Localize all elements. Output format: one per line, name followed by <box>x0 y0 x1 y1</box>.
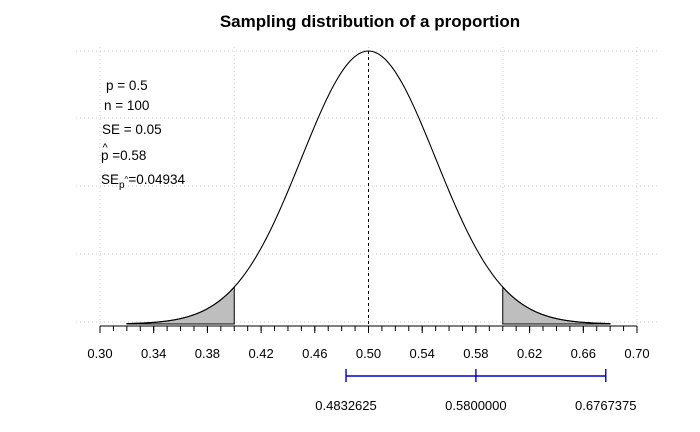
se-phat-subscript: p <box>119 180 125 191</box>
stat-se-phat: SEp =0.04934 <box>101 172 186 191</box>
confidence-interval: 0.4832625 0.5800000 0.6767375 <box>315 369 636 413</box>
ci-estimate-label: 0.5800000 <box>445 398 506 413</box>
stat-p: p = 0.5 <box>106 78 148 93</box>
se-phat-value: =0.04934 <box>125 172 186 187</box>
x-tick-label-2: 0.38 <box>195 346 220 361</box>
x-tick-label-0: 0.30 <box>87 346 112 361</box>
density-curve-layer <box>126 50 611 325</box>
x-tick-label-7: 0.58 <box>463 346 488 361</box>
x-tick-label-3: 0.42 <box>248 346 273 361</box>
x-tick-label-10: 0.70 <box>624 346 649 361</box>
x-axis: 0.30 0.34 0.38 0.42 0.46 0.50 0.54 0.58 0.62 0.66… <box>87 325 650 361</box>
stat-se: SE = 0.05 <box>102 122 162 137</box>
stats-block: p = 0.5 n = 100 SE = 0.05 p =0.58 ^ SEp … <box>101 78 186 191</box>
x-tick-label-5: 0.50 <box>356 346 381 361</box>
x-tick-label-8: 0.62 <box>517 346 542 361</box>
phat-value: =0.58 <box>109 148 147 163</box>
phat-hat-mark: ^ <box>103 142 109 154</box>
ci-upper-label: 0.6767375 <box>575 398 636 413</box>
x-tick-label-1: 0.34 <box>141 346 166 361</box>
x-tick-label-9: 0.66 <box>571 346 596 361</box>
x-tick-label-4: 0.46 <box>302 346 327 361</box>
ci-lower-label: 0.4832625 <box>315 398 376 413</box>
se-phat-main: SE <box>101 172 119 187</box>
stat-n: n = 100 <box>104 98 149 113</box>
chart-title: Sampling distribution of a proportion <box>220 12 520 31</box>
stat-phat: p =0.58 <box>101 148 146 163</box>
x-tick-label-6: 0.54 <box>410 346 435 361</box>
se-phat-hat-mark: ^ <box>125 175 129 184</box>
phat-symbol: p <box>101 148 109 163</box>
